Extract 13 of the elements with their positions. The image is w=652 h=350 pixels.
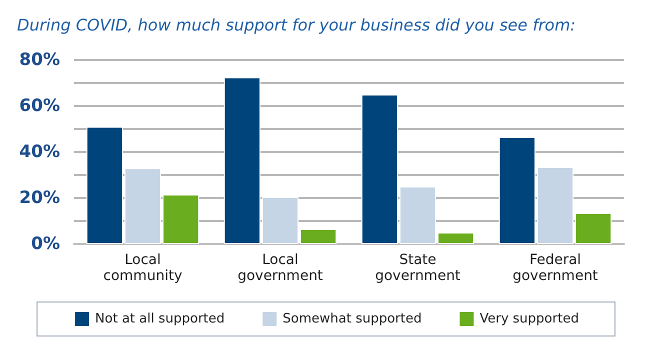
legend-label: Not at all supported — [95, 312, 225, 326]
x-tick-label: Federal government — [512, 252, 598, 284]
chart-title: During COVID, how much support for your business did you see from: — [17, 16, 576, 34]
y-tick-label: 40% — [19, 142, 60, 162]
y-tick-label: 60% — [19, 96, 60, 116]
y-tick-label: 20% — [19, 188, 60, 208]
legend-label: Very supported — [480, 312, 579, 326]
x-tick-label: Local community — [103, 252, 182, 284]
x-tick-label: State government — [375, 252, 461, 284]
y-tick-label: 0% — [31, 234, 60, 254]
x-tick-label: Local government — [238, 252, 324, 284]
legend-label: Somewhat supported — [282, 312, 422, 326]
y-tick-label: 80% — [19, 50, 60, 70]
